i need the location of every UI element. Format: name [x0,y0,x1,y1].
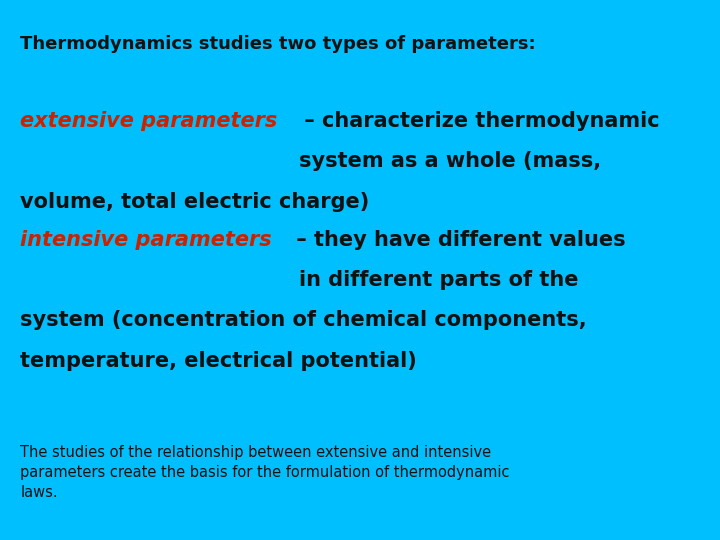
Text: – they have different values: – they have different values [289,230,626,249]
Text: extensive parameters: extensive parameters [20,111,277,131]
Text: volume, total electric charge): volume, total electric charge) [20,192,369,212]
Text: system (concentration of chemical components,: system (concentration of chemical compon… [20,310,587,330]
Text: Thermodynamics studies two types of parameters:: Thermodynamics studies two types of para… [20,35,536,53]
Text: in different parts of the: in different parts of the [299,270,578,290]
Text: system as a whole (mass,: system as a whole (mass, [299,151,601,171]
Text: intensive parameters: intensive parameters [20,230,271,249]
Text: temperature, electrical potential): temperature, electrical potential) [20,351,417,371]
Text: The studies of the relationship between extensive and intensive
parameters creat: The studies of the relationship between … [20,446,510,500]
Text: – characterize thermodynamic: – characterize thermodynamic [297,111,660,131]
